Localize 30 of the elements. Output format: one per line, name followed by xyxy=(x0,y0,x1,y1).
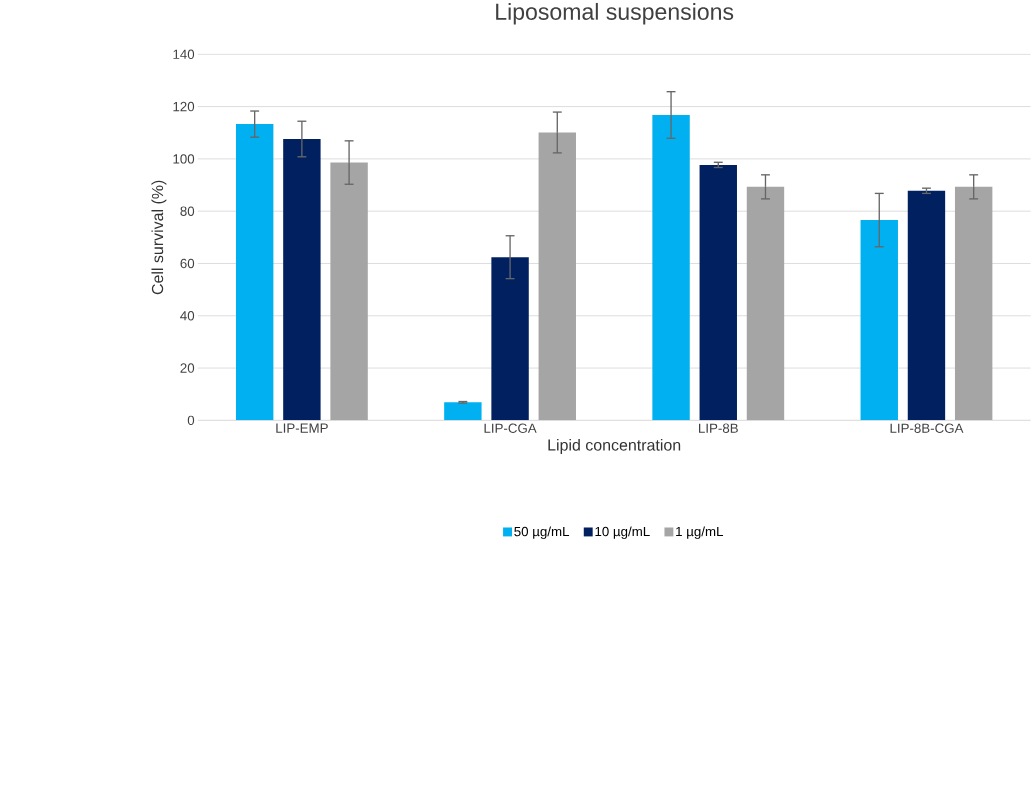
bar xyxy=(746,186,785,421)
y-tick-label: 80 xyxy=(180,206,195,216)
y-tick-label: 20 xyxy=(180,363,195,373)
bar xyxy=(954,186,993,421)
bar xyxy=(444,402,482,421)
legend-label: 50 µg/mL xyxy=(514,526,570,539)
y-tick-label: 60 xyxy=(180,258,195,269)
bar xyxy=(235,123,274,421)
y-tick-label: 120 xyxy=(173,101,195,112)
bar xyxy=(538,132,576,421)
legend-label: 10 µg/mL xyxy=(595,526,650,539)
x-tick-label: LIP-CGA xyxy=(484,423,537,433)
x-tick-label: LIP-8B-CGA xyxy=(890,423,964,433)
bar xyxy=(330,162,368,421)
y-tick-label: 40 xyxy=(180,310,195,321)
chart-title: Liposomal suspensions xyxy=(496,2,734,25)
bar xyxy=(491,257,529,421)
x-tick-label: LIP-EMP xyxy=(276,423,328,433)
legend-label: 1 µg/mL xyxy=(676,526,724,539)
x-tick-label: LIP-8B xyxy=(699,423,738,433)
y-tick-label: 0 xyxy=(187,415,195,425)
y-tick-label: 100 xyxy=(173,154,195,164)
bar xyxy=(860,219,898,421)
bar xyxy=(907,190,946,421)
y-axis-title: Cell survival (%) xyxy=(151,180,167,295)
x-axis-title: Lipid concentration xyxy=(548,438,681,454)
bar xyxy=(652,114,690,421)
bar xyxy=(699,164,737,421)
bar xyxy=(283,138,321,421)
y-tick-label: 140 xyxy=(173,49,195,59)
